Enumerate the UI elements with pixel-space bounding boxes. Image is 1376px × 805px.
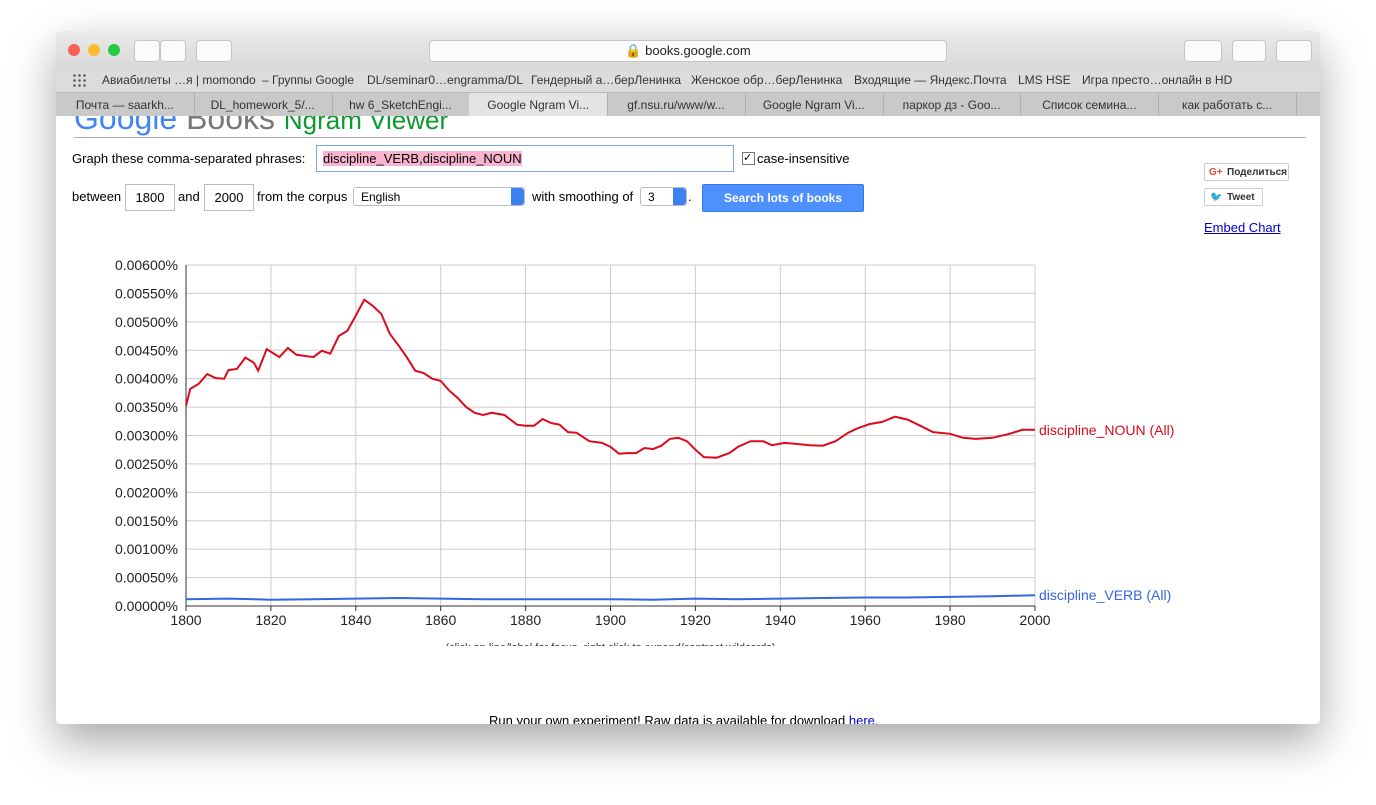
back-button[interactable] [134,40,160,62]
forward-button[interactable] [160,40,186,62]
x-tick-label: 1840 [340,612,371,628]
footer-period: . [874,713,879,724]
downloads-button[interactable] [1184,40,1222,62]
tab[interactable]: Почта — saarkh... [56,93,195,117]
download-link[interactable]: here [848,713,875,724]
y-tick-label: 0.00500% [115,314,178,330]
smoothing-select[interactable]: 3 [640,187,687,206]
tweet-label: Tweet [1227,192,1255,203]
and-label: and [178,189,200,204]
minimize-button[interactable] [88,44,100,56]
tab[interactable]: как работать с... [1158,93,1297,117]
corpus-select[interactable]: English [353,187,525,206]
apps-icon[interactable] [72,73,86,87]
bookmark[interactable]: Авиабилеты …я | momondo [102,73,256,87]
between-label: between [72,189,122,204]
url: books.google.com [645,43,751,58]
bookmark[interactable]: LMS HSE [1018,73,1071,87]
footer-text: Run your own experiment! Raw data is ava… [489,713,846,724]
tab[interactable]: Google Ngram Vi... [469,93,609,117]
period: . [688,189,692,204]
tab[interactable]: gf.nsu.ru/www/w... [607,93,746,117]
toolbar: 🔒 books.google.com [56,31,1320,69]
x-tick-label: 1920 [680,612,711,628]
tabs-button[interactable] [1276,40,1312,62]
y-tick-label: 0.00250% [115,456,178,472]
browser-window: 🔒 books.google.com Авиабилеты …я | momon… [56,31,1320,724]
share-button[interactable] [1232,40,1266,62]
corpus-label: from the corpus [257,189,348,204]
x-tick-label: 1880 [510,612,541,628]
x-tick-label: 1900 [595,612,626,628]
y-tick-label: 0.00300% [115,428,178,444]
series-label: discipline_VERB (All) [1039,587,1171,603]
end-year-input[interactable] [204,184,254,211]
y-tick-label: 0.00000% [115,598,178,614]
phrases-input[interactable]: discipline_VERB,discipline_NOUN [316,145,734,172]
footer: Run your own experiment! Raw data is ava… [489,713,879,724]
embed-chart-link[interactable]: Embed Chart [1204,220,1281,235]
zoom-button[interactable] [108,44,120,56]
y-tick-label: 0.00100% [115,541,178,557]
share-label: Поделиться [1227,167,1288,178]
tab[interactable]: Google Ngram Vi... [745,93,884,117]
smoothing-label: with smoothing of [532,189,634,204]
chart-note: (click on line/label for focus, right cl… [445,642,775,646]
x-tick-label: 1980 [935,612,966,628]
y-tick-label: 0.00600% [115,257,178,273]
bookmark[interactable]: Входящие — Яндекс.Почта [854,73,1007,87]
smoothing-value: 3 [648,190,655,204]
logo-subtitle: Ngram Viewer [283,116,449,135]
page-content: Google Books Ngram Viewer Graph these co… [56,116,1320,724]
y-tick-label: 0.00150% [115,513,178,529]
x-tick-label: 1820 [255,612,286,628]
tab[interactable]: Список семина... [1020,93,1160,117]
y-tick-label: 0.00550% [115,285,178,301]
series-label: discipline_NOUN (All) [1039,422,1174,438]
search-button[interactable]: Search lots of books [702,184,864,212]
y-tick-label: 0.00050% [115,570,178,586]
x-tick-label: 2000 [1019,612,1050,628]
y-tick-label: 0.00450% [115,342,178,358]
bookmark[interactable]: Женское обр…берЛенинка [691,73,843,87]
share-google-button[interactable]: G+ Поделиться [1204,163,1289,181]
phrases-value: discipline_VERB,discipline_NOUN [323,151,522,166]
address-bar[interactable]: 🔒 books.google.com [429,40,947,62]
series-line [185,298,1035,459]
bookmark[interactable]: DL/seminar0…engramma/DL [367,73,524,87]
logo: Google Books Ngram Viewer [74,116,448,137]
logo-google: Google [74,116,178,136]
logo-books: Books [186,116,276,136]
y-tick-label: 0.00400% [115,371,178,387]
start-year-input[interactable] [125,184,175,211]
x-tick-label: 1860 [425,612,456,628]
x-tick-label: 1960 [850,612,881,628]
bookmark[interactable]: Гендерный а…берЛенинка [531,73,682,87]
tweet-button[interactable]: 🐦 Tweet [1204,188,1263,206]
corpus-value: English [361,190,401,204]
tab-bar: Почта — saarkh... DL_homework_5/... hw 6_S… [56,92,1320,118]
y-tick-label: 0.00350% [115,399,178,415]
case-checkbox[interactable]: ✓ [742,152,755,165]
header-rule [74,137,1306,138]
x-tick-label: 1800 [170,612,201,628]
x-tick-label: 1940 [765,612,796,628]
phrases-label: Graph these comma-separated phrases: [72,151,306,166]
bookmarks-bar: Авиабилеты …я | momondo – Группы Google DL… [56,69,1320,92]
y-tick-label: 0.00200% [115,484,178,500]
ngram-chart: 0.00000% 0.00050% 0.00100% 0.00150% 0.00200%… [115,257,1174,646]
bookmark[interactable]: – Группы Google [262,73,355,87]
tab[interactable]: hw 6_SketchEngi... [332,93,471,117]
tab[interactable]: паркор дз - Goo... [883,93,1022,117]
tab[interactable]: DL_homework_5/... [194,93,333,117]
bookmark[interactable]: Игра престо…онлайн в HD [1082,73,1233,87]
series-line [185,594,1036,601]
close-button[interactable] [68,44,80,56]
sidebar-button[interactable] [196,40,232,62]
case-label: case-insensitive [757,151,850,166]
